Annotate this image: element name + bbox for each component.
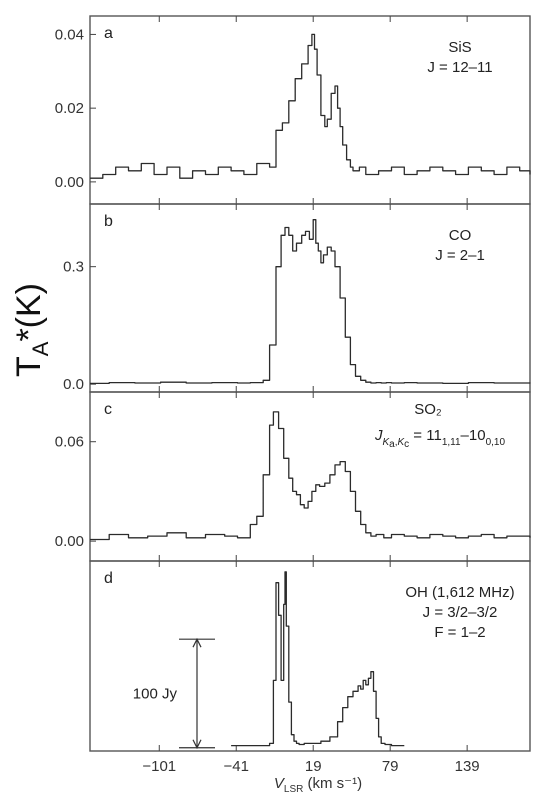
annotation-part: K — [382, 437, 390, 448]
annotation-line: JKa,Kc = 111,11–100,10 — [374, 427, 506, 450]
annotation-part: a — [389, 439, 395, 450]
y-tick-label: 0.00 — [55, 174, 84, 191]
svg-text:TA*(K): TA*(K) — [10, 283, 53, 377]
panel-a: 0.00 0.02 0.04 a SiS J = 12–11 — [55, 15, 531, 205]
x-axis-label-units: (km s⁻¹) — [303, 775, 362, 792]
y-tick-label: 0.0 — [63, 376, 84, 393]
spectrum-line — [231, 571, 405, 747]
annotation-part: = 11 — [409, 427, 442, 444]
annotation-line: J = 2–1 — [435, 247, 485, 264]
spectrum-line — [90, 33, 531, 179]
annotation-part: K — [397, 437, 405, 448]
y-axis-label: TA*(K) — [10, 283, 53, 377]
panel-d: −101 −41 19 79 139 d OH (1,612 MHz) J = 3/2–3/2… — [89, 560, 531, 775]
y-tick-label: 0.02 — [55, 100, 84, 117]
y-axis-label-sub: A — [28, 341, 53, 356]
annotation-line: F = 1–2 — [434, 624, 485, 641]
annotation-part: 0,10 — [486, 437, 506, 448]
y-tick-label: 0.00 — [55, 533, 84, 550]
annotation-part: 1,11 — [442, 437, 461, 448]
annotation-part: c — [404, 439, 409, 450]
annotation-part: J — [374, 427, 383, 444]
annotation-line: SO₂ — [414, 401, 442, 418]
x-axis-label-v: V — [274, 775, 286, 792]
scale-bar-label: 100 Jy — [133, 685, 178, 702]
x-axis-label: VLSR (km s⁻¹) — [274, 775, 362, 795]
spectrum-line — [90, 411, 531, 541]
x-tick-label: 79 — [382, 758, 399, 775]
annotation-line: J = 12–11 — [427, 59, 492, 76]
scale-bar-arrow — [192, 739, 202, 750]
panel-letter: c — [104, 401, 112, 418]
x-tick-label: 19 — [305, 758, 322, 775]
y-axis-label-rest: *(K) — [10, 283, 48, 342]
x-tick-label: −41 — [224, 758, 249, 775]
spectrum-line — [90, 219, 531, 385]
y-tick-label: 0.06 — [55, 434, 84, 451]
panel-b: 0.0 0.3 b CO J = 2–1 — [63, 203, 531, 393]
annotation-line: CO — [449, 227, 472, 244]
scale-bar-arrow — [192, 637, 202, 648]
annotation-line: OH (1,612 MHz) — [405, 584, 514, 601]
x-axis-label-sub: LSR — [284, 784, 303, 795]
x-tick-label: −101 — [142, 758, 176, 775]
annotation-line: SiS — [448, 39, 471, 56]
y-tick-label: 0.3 — [63, 259, 84, 276]
annotation-part: –10 — [461, 427, 486, 444]
y-axis-label-main: T — [10, 356, 48, 377]
panel-frame — [89, 560, 531, 752]
annotation-part: , — [395, 437, 398, 448]
panel-letter: a — [104, 25, 113, 42]
panel-letter: b — [104, 213, 113, 230]
annotation-line: J = 3/2–3/2 — [423, 604, 498, 621]
x-tick-label: 139 — [455, 758, 480, 775]
panel-letter: d — [104, 570, 113, 587]
panels-group: 0.00 0.02 0.04 a SiS J = 12–11 0.0 0.3 b CO J = 2–… — [55, 15, 531, 775]
y-tick-label: 0.04 — [55, 26, 84, 43]
